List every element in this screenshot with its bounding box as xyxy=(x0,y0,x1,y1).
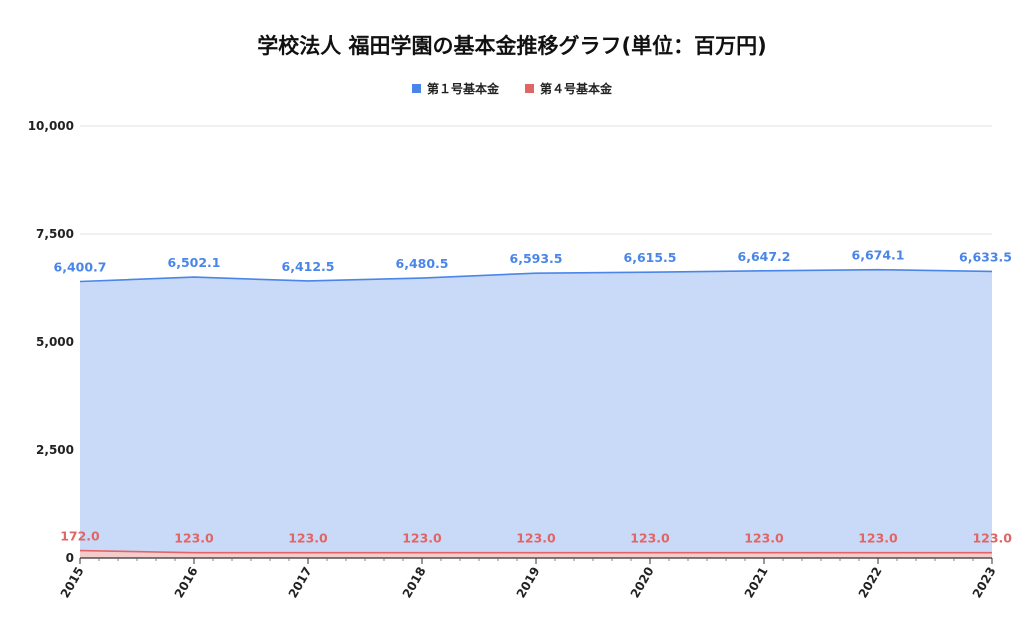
chart-title: 学校法人 福田学園の基本金推移グラフ(単位：百万円) xyxy=(257,34,767,58)
data-label-series-1-2015: 6,400.7 xyxy=(54,259,107,274)
data-label-series-1-2017: 6,412.5 xyxy=(282,259,335,274)
series-1-area xyxy=(80,269,992,558)
x-tick-label-2017: 2017 xyxy=(286,565,315,601)
legend-swatch-series-2 xyxy=(525,84,534,93)
x-tick-label-2015: 2015 xyxy=(58,565,87,601)
data-label-series-1-2018: 6,480.5 xyxy=(396,256,449,271)
legend: 第１号基本金 第４号基本金 xyxy=(0,80,1024,97)
legend-label-series-2: 第４号基本金 xyxy=(540,82,613,96)
data-label-series-2-2022: 123.0 xyxy=(858,531,898,546)
data-label-series-1-2023: 6,633.5 xyxy=(959,249,1012,264)
legend-label-series-1: 第１号基本金 xyxy=(426,82,499,96)
data-label-series-2-2019: 123.0 xyxy=(516,531,556,546)
data-label-series-2-2018: 123.0 xyxy=(402,531,442,546)
series-2-line xyxy=(79,549,992,554)
legend-item-series-1[interactable]: 第１号基本金 xyxy=(411,80,499,97)
legend-swatch-series-1 xyxy=(411,84,421,93)
y-tick-label-2: 5,000 xyxy=(36,335,74,349)
series-2-area xyxy=(80,550,992,558)
y-tick-label-0: 0 xyxy=(66,551,74,565)
data-label-series-2-2020: 123.0 xyxy=(630,531,670,546)
data-label-series-2-2017: 123.0 xyxy=(288,531,328,546)
y-tick-label-3: 7,500 xyxy=(36,227,74,241)
x-tick-label-2023: 2023 xyxy=(970,565,999,601)
data-label-series-1-2016: 6,502.1 xyxy=(168,255,221,270)
x-tick-label-2020: 2020 xyxy=(628,565,657,601)
x-tick-label-2018: 2018 xyxy=(400,565,429,601)
legend-item-series-2[interactable]: 第４号基本金 xyxy=(525,80,612,97)
data-label-series-2-2021: 123.0 xyxy=(744,531,784,546)
data-label-series-1-2021: 6,647.2 xyxy=(738,249,791,264)
y-tick-label-4: 10,000 xyxy=(28,119,74,133)
x-tick-label-2019: 2019 xyxy=(514,565,543,601)
data-label-series-2-2015: 172.0 xyxy=(60,529,100,544)
data-label-series-2-2023: 123.0 xyxy=(972,531,1012,546)
data-label-series-2-2016: 123.0 xyxy=(174,531,214,546)
series-1-line xyxy=(79,268,993,283)
x-tick-label-2022: 2022 xyxy=(856,565,885,601)
data-label-series-1-2022: 6,674.1 xyxy=(852,248,905,263)
data-label-series-1-2020: 6,615.5 xyxy=(624,250,677,265)
x-tick-label-2021: 2021 xyxy=(742,565,771,601)
x-tick-label-2016: 2016 xyxy=(172,565,201,601)
data-label-series-1-2019: 6,593.5 xyxy=(510,251,563,266)
y-tick-label-1: 2,500 xyxy=(36,443,74,457)
